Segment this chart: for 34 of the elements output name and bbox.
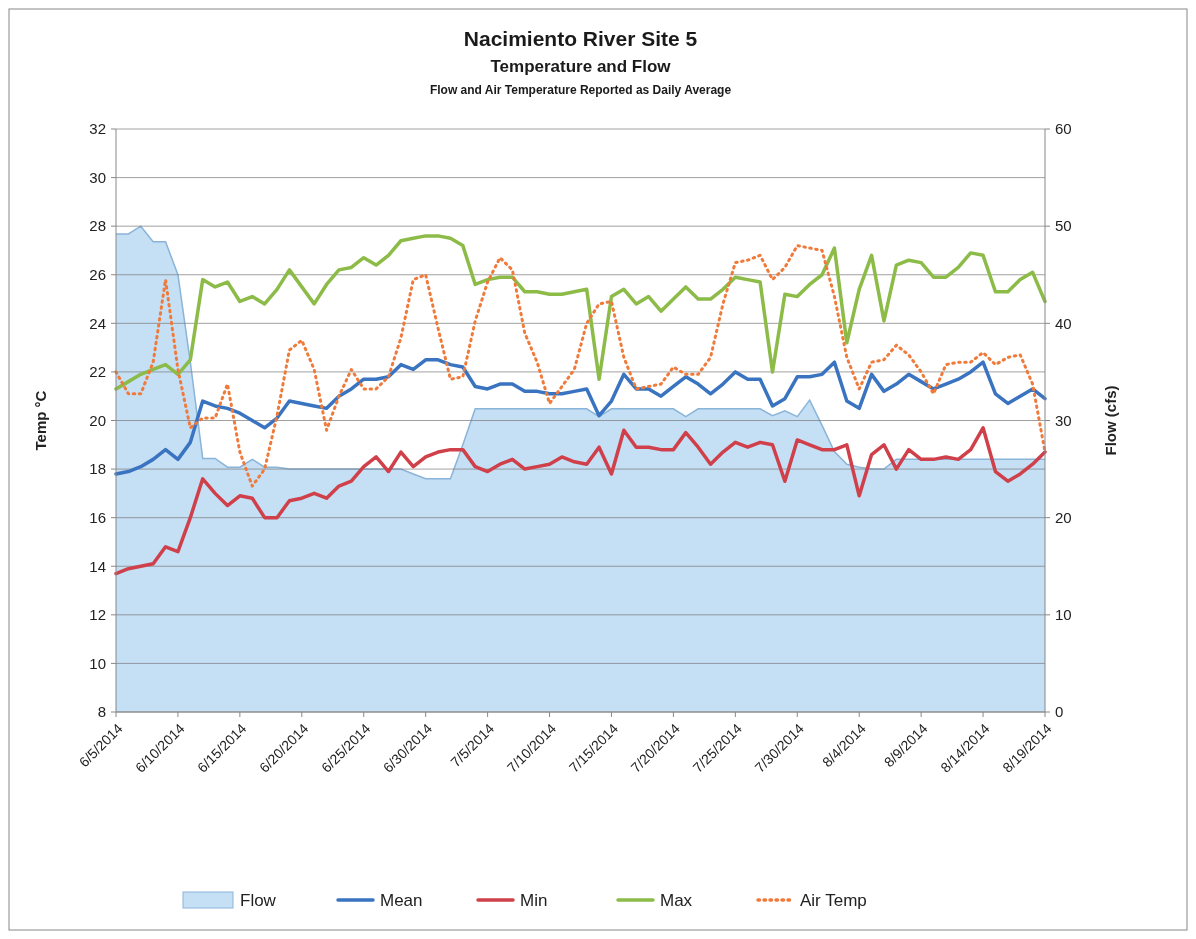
y-tick-label: 22 <box>89 363 106 381</box>
legend-label: Flow <box>240 890 277 910</box>
chart-subtitle: Temperature and Flow <box>490 57 672 76</box>
text: Flow and Air Temperature Reported as Daily Average <box>429 83 732 97</box>
y-tick-label: 30 <box>89 168 106 186</box>
legend-label: Min <box>520 890 548 910</box>
y2-tick-label: 50 <box>1055 217 1072 235</box>
chart-title: Nacimiento River Site 5 <box>463 27 698 50</box>
y-tick-label: 10 <box>89 654 106 672</box>
y-tick-label: 16 <box>89 508 106 526</box>
y2-tick-label: 30 <box>1055 411 1072 429</box>
line-series <box>114 426 1047 576</box>
y-tick-label: 18 <box>89 460 106 478</box>
y-tick-label: 24 <box>89 314 106 332</box>
legend-label: Mean <box>380 890 423 910</box>
y-tick-label: 14 <box>89 557 106 575</box>
legend-label: Air Temp <box>800 890 867 910</box>
y2-tick-label: 20 <box>1055 508 1072 526</box>
y2-tick-label: 0 <box>1055 703 1064 721</box>
line-series <box>114 234 1047 391</box>
y-tick-label: 12 <box>89 606 106 624</box>
y-tick-label: 32 <box>89 120 106 138</box>
y2-axis-title: Flow (cfs) <box>1102 385 1119 456</box>
legend-label: Max <box>660 890 693 910</box>
line-series <box>114 358 1047 476</box>
y-axis-title: Temp °C <box>32 390 49 451</box>
y-tick-label: 20 <box>89 411 106 429</box>
y-tick-label: 26 <box>89 266 106 283</box>
y2-tick-label: 40 <box>1055 314 1072 332</box>
y2-tick-label: 10 <box>1055 606 1072 624</box>
line-series <box>114 244 1047 488</box>
y-tick-label: 8 <box>97 703 106 721</box>
y-tick-label: 28 <box>89 217 106 235</box>
y2-tick-label: 60 <box>1055 120 1072 138</box>
